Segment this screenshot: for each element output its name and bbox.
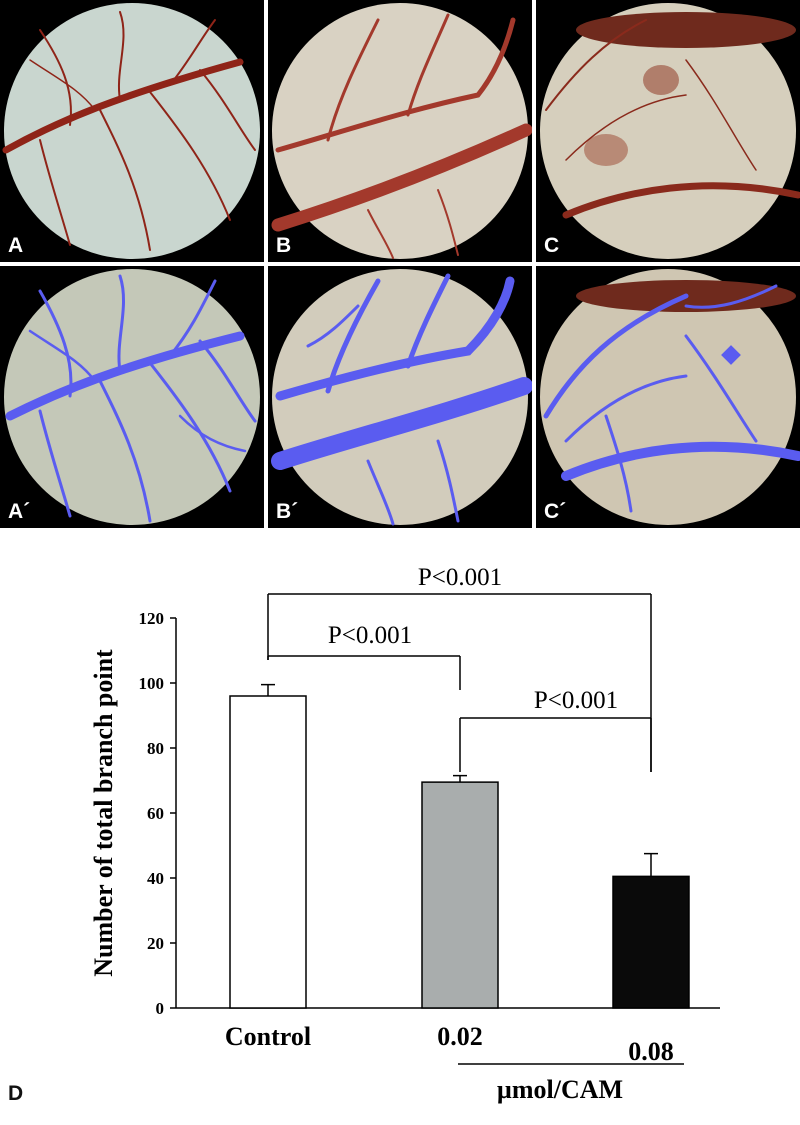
bar-0.08 bbox=[612, 875, 690, 1009]
y-tick-label: 120 bbox=[139, 609, 165, 628]
y-axis-label: Number of total branch point bbox=[89, 649, 118, 977]
significance-label: P<0.001 bbox=[328, 622, 412, 649]
significance-label: P<0.001 bbox=[534, 687, 618, 714]
x-tick-label: 0.02 bbox=[437, 1022, 483, 1051]
cam-photo-b bbox=[271, 3, 532, 259]
y-tick-label: 0 bbox=[156, 999, 165, 1018]
cam-photo-b-prime bbox=[271, 269, 532, 526]
y-tick-label: 20 bbox=[147, 934, 164, 953]
photo-panel-c: C bbox=[536, 0, 800, 262]
cam-photo-a-prime bbox=[4, 269, 260, 525]
panel-label-d: D bbox=[8, 1082, 23, 1105]
panel-label: B bbox=[276, 234, 292, 257]
y-tick-label: 40 bbox=[147, 869, 164, 888]
x-tick-label: Control bbox=[225, 1022, 311, 1051]
panel-label: C bbox=[544, 234, 560, 257]
panel-label: A bbox=[8, 234, 24, 257]
photo-panel-c-prime: C´ bbox=[536, 266, 800, 528]
cam-photo-c-prime bbox=[540, 269, 800, 525]
y-tick-label: 60 bbox=[147, 804, 164, 823]
photo-panel-a-prime: A´ bbox=[0, 266, 264, 528]
panel-label: A´ bbox=[8, 500, 31, 523]
bar-Control bbox=[229, 695, 307, 1009]
panel-label: C´ bbox=[544, 500, 567, 523]
bar-chart: 0 20 40 60 80 100 120 Number of total branch po… bbox=[8, 564, 720, 1105]
photo-panel-a: A bbox=[0, 0, 264, 262]
panel-label: B´ bbox=[276, 500, 299, 523]
photo-panel-b: B bbox=[268, 0, 532, 262]
x-tick-label: 0.08 bbox=[628, 1037, 674, 1066]
y-tick-label: 100 bbox=[139, 674, 165, 693]
x-axis-label: µmol/CAM bbox=[497, 1075, 623, 1104]
y-tick-label: 80 bbox=[147, 739, 164, 758]
bar-0.02 bbox=[421, 781, 499, 1009]
significance-label: P<0.001 bbox=[418, 564, 502, 591]
cam-photo-c bbox=[540, 3, 800, 259]
photo-panel-b-prime: B´ bbox=[268, 266, 532, 528]
cam-photo-a bbox=[2, 3, 260, 259]
